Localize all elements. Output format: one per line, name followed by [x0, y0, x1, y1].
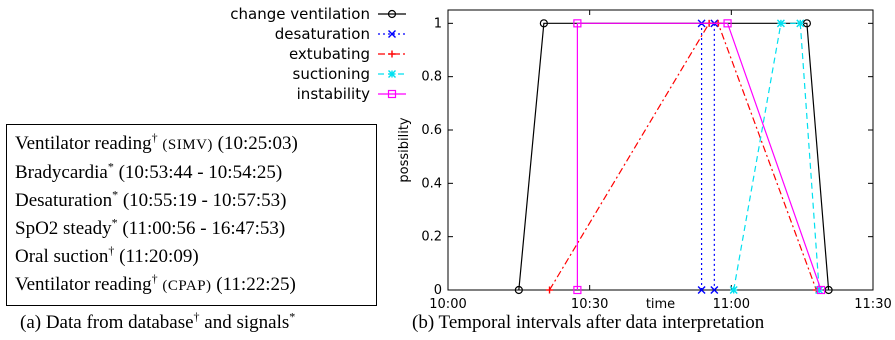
data-point: [514, 285, 523, 295]
legend-item: change ventilation: [150, 4, 410, 24]
legend-item: instability: [150, 84, 410, 104]
y-tick-label: 0.4: [421, 176, 442, 191]
series-extubating: [546, 19, 820, 294]
series-line: [733, 22, 820, 291]
legend-marker: [388, 50, 396, 58]
caption-a-mark1: †: [193, 309, 200, 324]
legend-swatch: [378, 89, 406, 99]
legend-swatch: [378, 70, 406, 78]
y-tick-label: 0: [434, 283, 442, 298]
x-tick-label: 10:00: [429, 297, 466, 312]
data-point: [723, 19, 732, 28]
series-desaturation: [697, 19, 719, 294]
possibility-chart: 0 0.2 0.4 0.6 0.8 1 10:00 10:30 11:00 11:30 time po…: [397, 9, 892, 312]
events-box: Ventilator reading† (SIMV) (10:25:03) Bra…: [6, 124, 377, 306]
x-tick-label: 10:30: [571, 297, 608, 312]
y-tick-label: 1: [434, 16, 442, 31]
caption-a-mark2: *: [289, 309, 296, 324]
data-point: [710, 286, 719, 294]
y-tick-label: 0.2: [421, 230, 442, 245]
event-time: (11:00:56 - 16:47:53): [122, 218, 286, 239]
series-line: [700, 22, 715, 290]
caption-a-mid: and signals: [199, 312, 290, 333]
x-axis-label: time: [646, 297, 675, 312]
event-line: Bradycardia* (10:53:44 - 10:54:25): [15, 159, 376, 187]
event-name: Ventilator reading: [15, 133, 152, 154]
event-line: Ventilator reading† (SIMV) (10:25:03): [15, 130, 376, 159]
event-time: (11:20:09): [119, 246, 199, 267]
y-axis-label: possibility: [397, 117, 412, 183]
series-line: [576, 22, 822, 291]
legend-item: suctioning: [150, 64, 410, 84]
legend-item: extubating: [150, 44, 410, 64]
legend-marker: [387, 9, 397, 19]
data-point: [729, 286, 738, 294]
legend-label: change ventilation: [230, 5, 370, 23]
caption-a-prefix: (a) Data from database: [20, 312, 194, 333]
series-line: [549, 22, 817, 291]
series-line: [518, 22, 830, 291]
series-change-ventilation: [514, 19, 833, 295]
event-name: Desaturation: [15, 190, 113, 211]
event-time: (11:22:25): [216, 274, 296, 295]
event-source-mark: †: [108, 243, 115, 258]
x-tick-label: 11:30: [854, 297, 891, 312]
legend-label: extubating: [288, 45, 370, 63]
event-mode: (CPAP): [162, 278, 212, 294]
data-point: [697, 286, 706, 294]
x-tick-label: 11:00: [713, 297, 750, 312]
legend-label: suctioning: [292, 65, 371, 83]
legend-label: desaturation: [274, 25, 370, 43]
data-point: [776, 19, 785, 28]
chart-legend: change ventilation desaturation extubating…: [150, 4, 410, 104]
legend-swatch: [378, 50, 406, 58]
event-name: Oral suction: [15, 246, 109, 267]
event-source-mark: *: [111, 215, 118, 230]
data-point: [796, 19, 805, 28]
event-time: (10:55:19 - 10:57:53): [122, 190, 287, 211]
data-point: [573, 285, 582, 295]
event-source-mark: †: [151, 130, 158, 145]
event-source-mark: *: [107, 159, 114, 174]
event-name: Ventilator reading: [15, 274, 152, 295]
data-point: [539, 19, 548, 28]
series-suctioning: [729, 19, 824, 294]
caption-b: (b) Temporal intervals after data interp…: [412, 312, 765, 333]
data-point: [816, 285, 826, 295]
caption-a: (a) Data from database† and signals*: [20, 309, 296, 334]
event-line: Oral suction† (11:20:09): [15, 243, 376, 271]
event-source-mark: *: [112, 187, 119, 202]
event-name: SpO2 steady: [15, 218, 112, 239]
data-point: [573, 19, 582, 28]
event-name: Bradycardia: [15, 162, 108, 183]
series-instability: [573, 19, 826, 295]
y-tick-label: 0.8: [421, 70, 442, 85]
event-time: (10:25:03): [217, 133, 298, 154]
legend-swatch: [378, 30, 406, 38]
legend-label: instability: [296, 85, 370, 103]
event-line: Desaturation* (10:55:19 - 10:57:53): [15, 187, 376, 215]
plot-frame: [447, 9, 874, 291]
event-source-mark: †: [151, 271, 158, 286]
event-mode: (SIMV): [162, 137, 213, 153]
data-point: [546, 286, 554, 294]
legend-marker: [388, 30, 396, 38]
data-point: [815, 286, 824, 294]
legend-item: desaturation: [150, 24, 410, 44]
y-tick-label: 0.6: [421, 123, 442, 138]
event-line: SpO2 steady* (11:00:56 - 16:47:53): [15, 215, 376, 243]
legend-marker: [387, 89, 397, 99]
legend-marker: [388, 70, 396, 78]
event-line: Ventilator reading† (CPAP) (11:22:25): [15, 271, 376, 300]
event-time: (10:53:44 - 10:54:25): [118, 162, 283, 183]
legend-swatch: [378, 9, 406, 19]
